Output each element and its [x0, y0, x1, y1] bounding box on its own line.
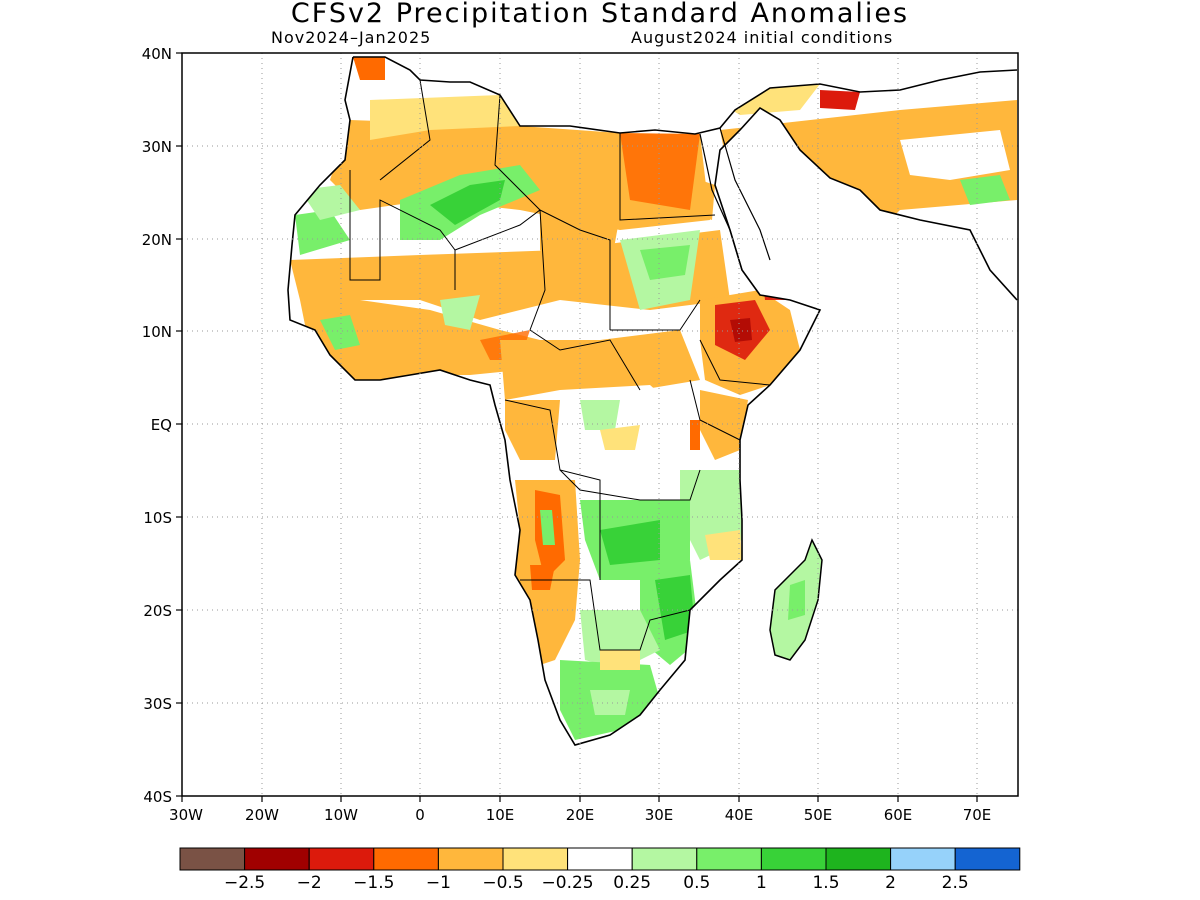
lat-label: 30N — [142, 138, 172, 156]
lon-labels: 30W 20W 10W 0 10E 20E 30E 40E 50E 60E 70… — [169, 806, 991, 824]
lat-labels: 40N 30N 20N 10N EQ 10S 20S 30S 40S — [142, 45, 172, 806]
lon-label: 40E — [725, 806, 754, 824]
colorbar-label: 0.5 — [683, 873, 710, 893]
lat-label: 20S — [143, 602, 172, 620]
tick-marks — [176, 52, 978, 802]
colorbar-swatch — [696, 847, 762, 871]
lat-label: EQ — [151, 416, 172, 434]
colorbar-label: −2 — [297, 873, 322, 893]
colorbar-swatch — [760, 847, 827, 871]
lon-label: 0 — [415, 806, 425, 824]
colorbar-label: −1 — [426, 873, 451, 893]
colorbar-swatch — [244, 847, 310, 871]
colorbar-label: 1 — [756, 873, 767, 893]
initial-conditions: August2024 initial conditions — [631, 28, 894, 47]
colorbar-label: 0.25 — [613, 873, 651, 893]
colorbar-label: 2.5 — [942, 873, 969, 893]
colorbar-label: 2 — [885, 873, 896, 893]
colorbar-label: −0.5 — [482, 873, 523, 893]
lon-label: 50E — [804, 806, 833, 824]
colorbar-swatch — [308, 847, 375, 871]
colorbar-label: −2.5 — [224, 873, 265, 893]
lon-label: 60E — [884, 806, 913, 824]
lat-label: 40N — [142, 45, 172, 63]
colorbar-swatch — [567, 847, 633, 871]
lon-label: 10W — [324, 806, 358, 824]
lon-label: 20E — [566, 806, 595, 824]
colorbar-swatch — [179, 847, 246, 871]
colorbar-swatch — [825, 847, 892, 871]
lon-label: 30W — [169, 806, 203, 824]
lat-label: 20N — [142, 231, 172, 249]
lon-label: 10E — [486, 806, 515, 824]
colorbar-label: −1.5 — [353, 873, 394, 893]
lat-label: 40S — [143, 788, 172, 806]
colorbar-swatch — [954, 847, 1021, 871]
colorbar-swatch — [437, 847, 504, 871]
chart-title: CFSv2 Precipitation Standard Anomalies — [290, 0, 910, 29]
colorbar: −2.5 −2 −1.5 −1 −0.5 −0.25 0.25 0.5 1 1.5 2 2.5 — [179, 847, 1021, 893]
lat-label: 30S — [143, 695, 172, 713]
colorbar-swatch — [373, 847, 439, 871]
forecast-period: Nov2024–Jan2025 — [271, 28, 432, 47]
lat-label: 10S — [143, 509, 172, 527]
coastlines — [287, 56, 1018, 746]
lon-label: 20W — [245, 806, 279, 824]
lon-label: 30E — [645, 806, 674, 824]
lat-label: 10N — [142, 323, 172, 341]
colorbar-swatch — [890, 847, 956, 871]
colorbar-swatch — [502, 847, 569, 871]
colorbar-label: −0.25 — [542, 873, 594, 893]
colorbar-swatch — [631, 847, 698, 871]
colorbar-label: 1.5 — [812, 873, 839, 893]
lon-label: 70E — [963, 806, 992, 824]
